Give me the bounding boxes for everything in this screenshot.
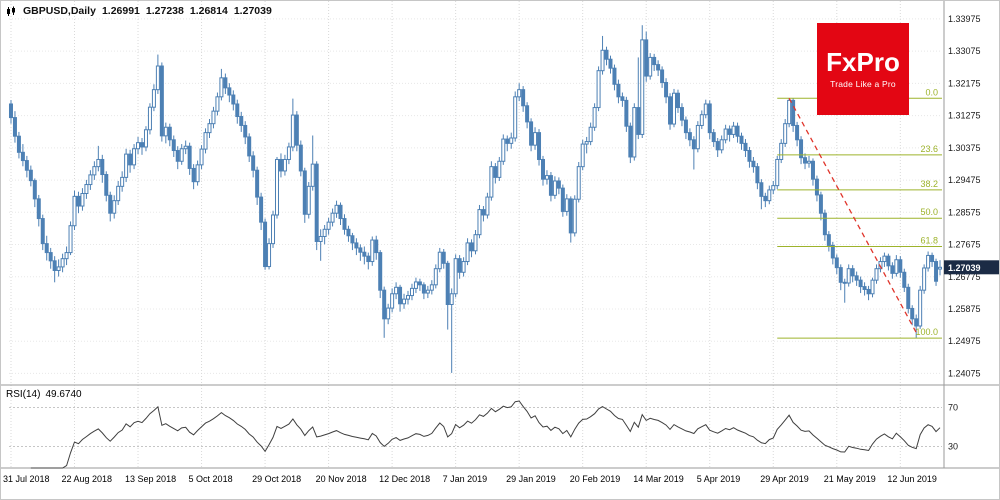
fib-level-label: 100.0 bbox=[915, 327, 938, 337]
time-axis-label: 29 Jan 2019 bbox=[506, 474, 556, 484]
rsi-value: 49.6740 bbox=[45, 389, 82, 400]
time-axis-label: 12 Dec 2018 bbox=[379, 474, 431, 484]
rsi-line bbox=[30, 400, 941, 469]
time-axis-label: 20 Nov 2018 bbox=[315, 474, 367, 484]
svg-text:1.28575: 1.28575 bbox=[948, 207, 981, 217]
fib-level-label: 61.8 bbox=[920, 235, 938, 245]
svg-text:1.24975: 1.24975 bbox=[948, 336, 981, 346]
svg-text:1.33975: 1.33975 bbox=[948, 14, 981, 24]
svg-text:1.25875: 1.25875 bbox=[948, 304, 981, 314]
time-axis-label: 12 Jun 2019 bbox=[887, 474, 937, 484]
price-axis[interactable]: 1.33975 1.33075 1.32175 1.31275 1.30375 1.294… bbox=[948, 14, 981, 379]
rsi-panel: 70 30 bbox=[9, 400, 958, 469]
chart-symbol-icon bbox=[6, 6, 17, 17]
rsi-indicator-label: RSI(14) 49.6740 bbox=[6, 389, 82, 400]
fxpro-brand-text: FxPro bbox=[826, 47, 900, 77]
grid-layer bbox=[9, 1, 942, 468]
quote-close: 1.27039 bbox=[233, 5, 272, 17]
svg-text:1.29475: 1.29475 bbox=[948, 175, 981, 185]
fib-level-label: 38.2 bbox=[920, 179, 938, 189]
time-axis-label: 13 Sep 2018 bbox=[125, 474, 177, 484]
fxpro-logo: FxPro Trade Like a Pro bbox=[817, 23, 909, 115]
time-axis-label: 5 Apr 2019 bbox=[696, 474, 741, 484]
svg-text:1.26775: 1.26775 bbox=[948, 272, 981, 282]
chart-header: GBPUSD,Daily 1.26991 1.27238 1.26814 1.2… bbox=[6, 5, 272, 17]
panel-separators bbox=[1, 1, 999, 469]
time-axis-label: 22 Aug 2018 bbox=[61, 474, 113, 484]
time-axis-label: 5 Oct 2018 bbox=[188, 474, 233, 484]
svg-text:1.27039: 1.27039 bbox=[948, 263, 981, 273]
quote-low: 1.26814 bbox=[189, 5, 228, 17]
time-axis-label: 21 May 2019 bbox=[823, 474, 876, 484]
current-price-marker: 1.27039 bbox=[944, 260, 999, 275]
fib-level-label: 0.0 bbox=[925, 87, 938, 97]
symbol-timeframe-label: GBPUSD,Daily bbox=[23, 5, 96, 17]
rsi-title: RSI(14) bbox=[6, 389, 41, 400]
svg-text:1.31275: 1.31275 bbox=[948, 111, 981, 121]
time-axis-label: 31 Jul 2018 bbox=[3, 474, 50, 484]
svg-text:1.33075: 1.33075 bbox=[948, 46, 981, 56]
rsi-level-label: 70 bbox=[948, 402, 958, 412]
time-axis[interactable]: 31 Jul 2018 22 Aug 2018 13 Sep 2018 5 Oct 2… bbox=[1, 469, 944, 499]
fibonacci-retracement[interactable]: 0.0 23.6 38.2 50.0 61.8 100.0 bbox=[777, 87, 942, 339]
svg-text:1.24075: 1.24075 bbox=[948, 368, 981, 378]
trendline[interactable] bbox=[788, 97, 917, 333]
time-axis-label: 29 Apr 2019 bbox=[760, 474, 809, 484]
candlestick-series bbox=[8, 25, 943, 373]
fxpro-tagline-text: Trade Like a Pro bbox=[830, 79, 896, 89]
time-axis-label: 7 Jan 2019 bbox=[442, 474, 488, 484]
svg-text:1.32175: 1.32175 bbox=[948, 78, 981, 88]
time-axis-label: 20 Feb 2019 bbox=[569, 474, 621, 484]
time-axis-label: 14 Mar 2019 bbox=[633, 474, 684, 484]
svg-text:1.27675: 1.27675 bbox=[948, 240, 981, 250]
rsi-level-label: 30 bbox=[948, 442, 958, 452]
quote-high: 1.27238 bbox=[145, 5, 184, 17]
svg-text:1.30375: 1.30375 bbox=[948, 143, 981, 153]
time-axis-label: 29 Oct 2018 bbox=[252, 474, 302, 484]
fib-level-label: 23.6 bbox=[920, 144, 938, 154]
quote-open: 1.26991 bbox=[101, 5, 140, 17]
fib-level-label: 50.0 bbox=[920, 207, 938, 217]
